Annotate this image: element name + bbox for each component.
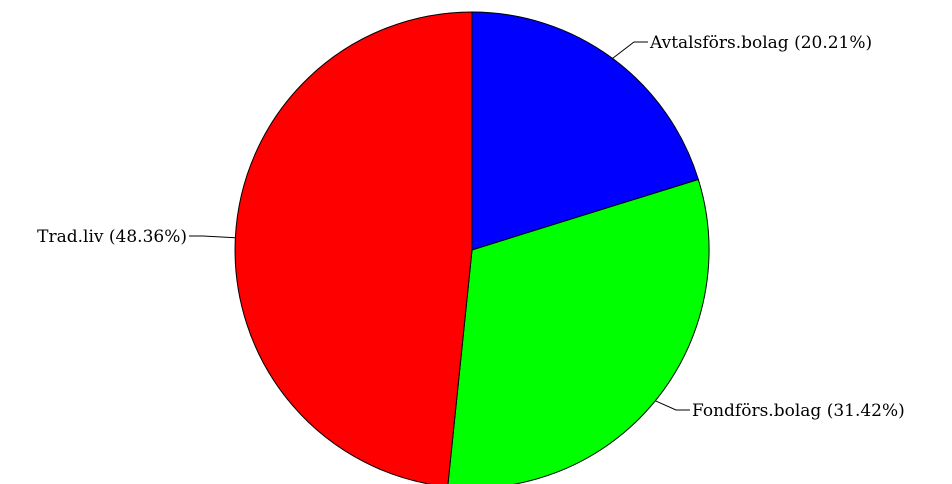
pie-slices <box>234 11 710 484</box>
leader-line-1 <box>655 400 690 411</box>
pie-slice-1 <box>447 178 710 484</box>
label-leader-lines <box>189 41 690 411</box>
slice-label-0: Avtalsförs.bolag (20.21%) <box>649 33 872 53</box>
leader-line-2 <box>189 235 236 239</box>
slice-label-1: Fondförs.bolag (31.42%) <box>692 401 905 421</box>
pie-slice-2 <box>234 11 473 484</box>
slice-labels: Avtalsförs.bolag (20.21%) Fondförs.bolag … <box>37 33 905 421</box>
leader-line-0 <box>612 41 648 59</box>
slice-label-2: Trad.liv (48.36%) <box>37 227 187 247</box>
